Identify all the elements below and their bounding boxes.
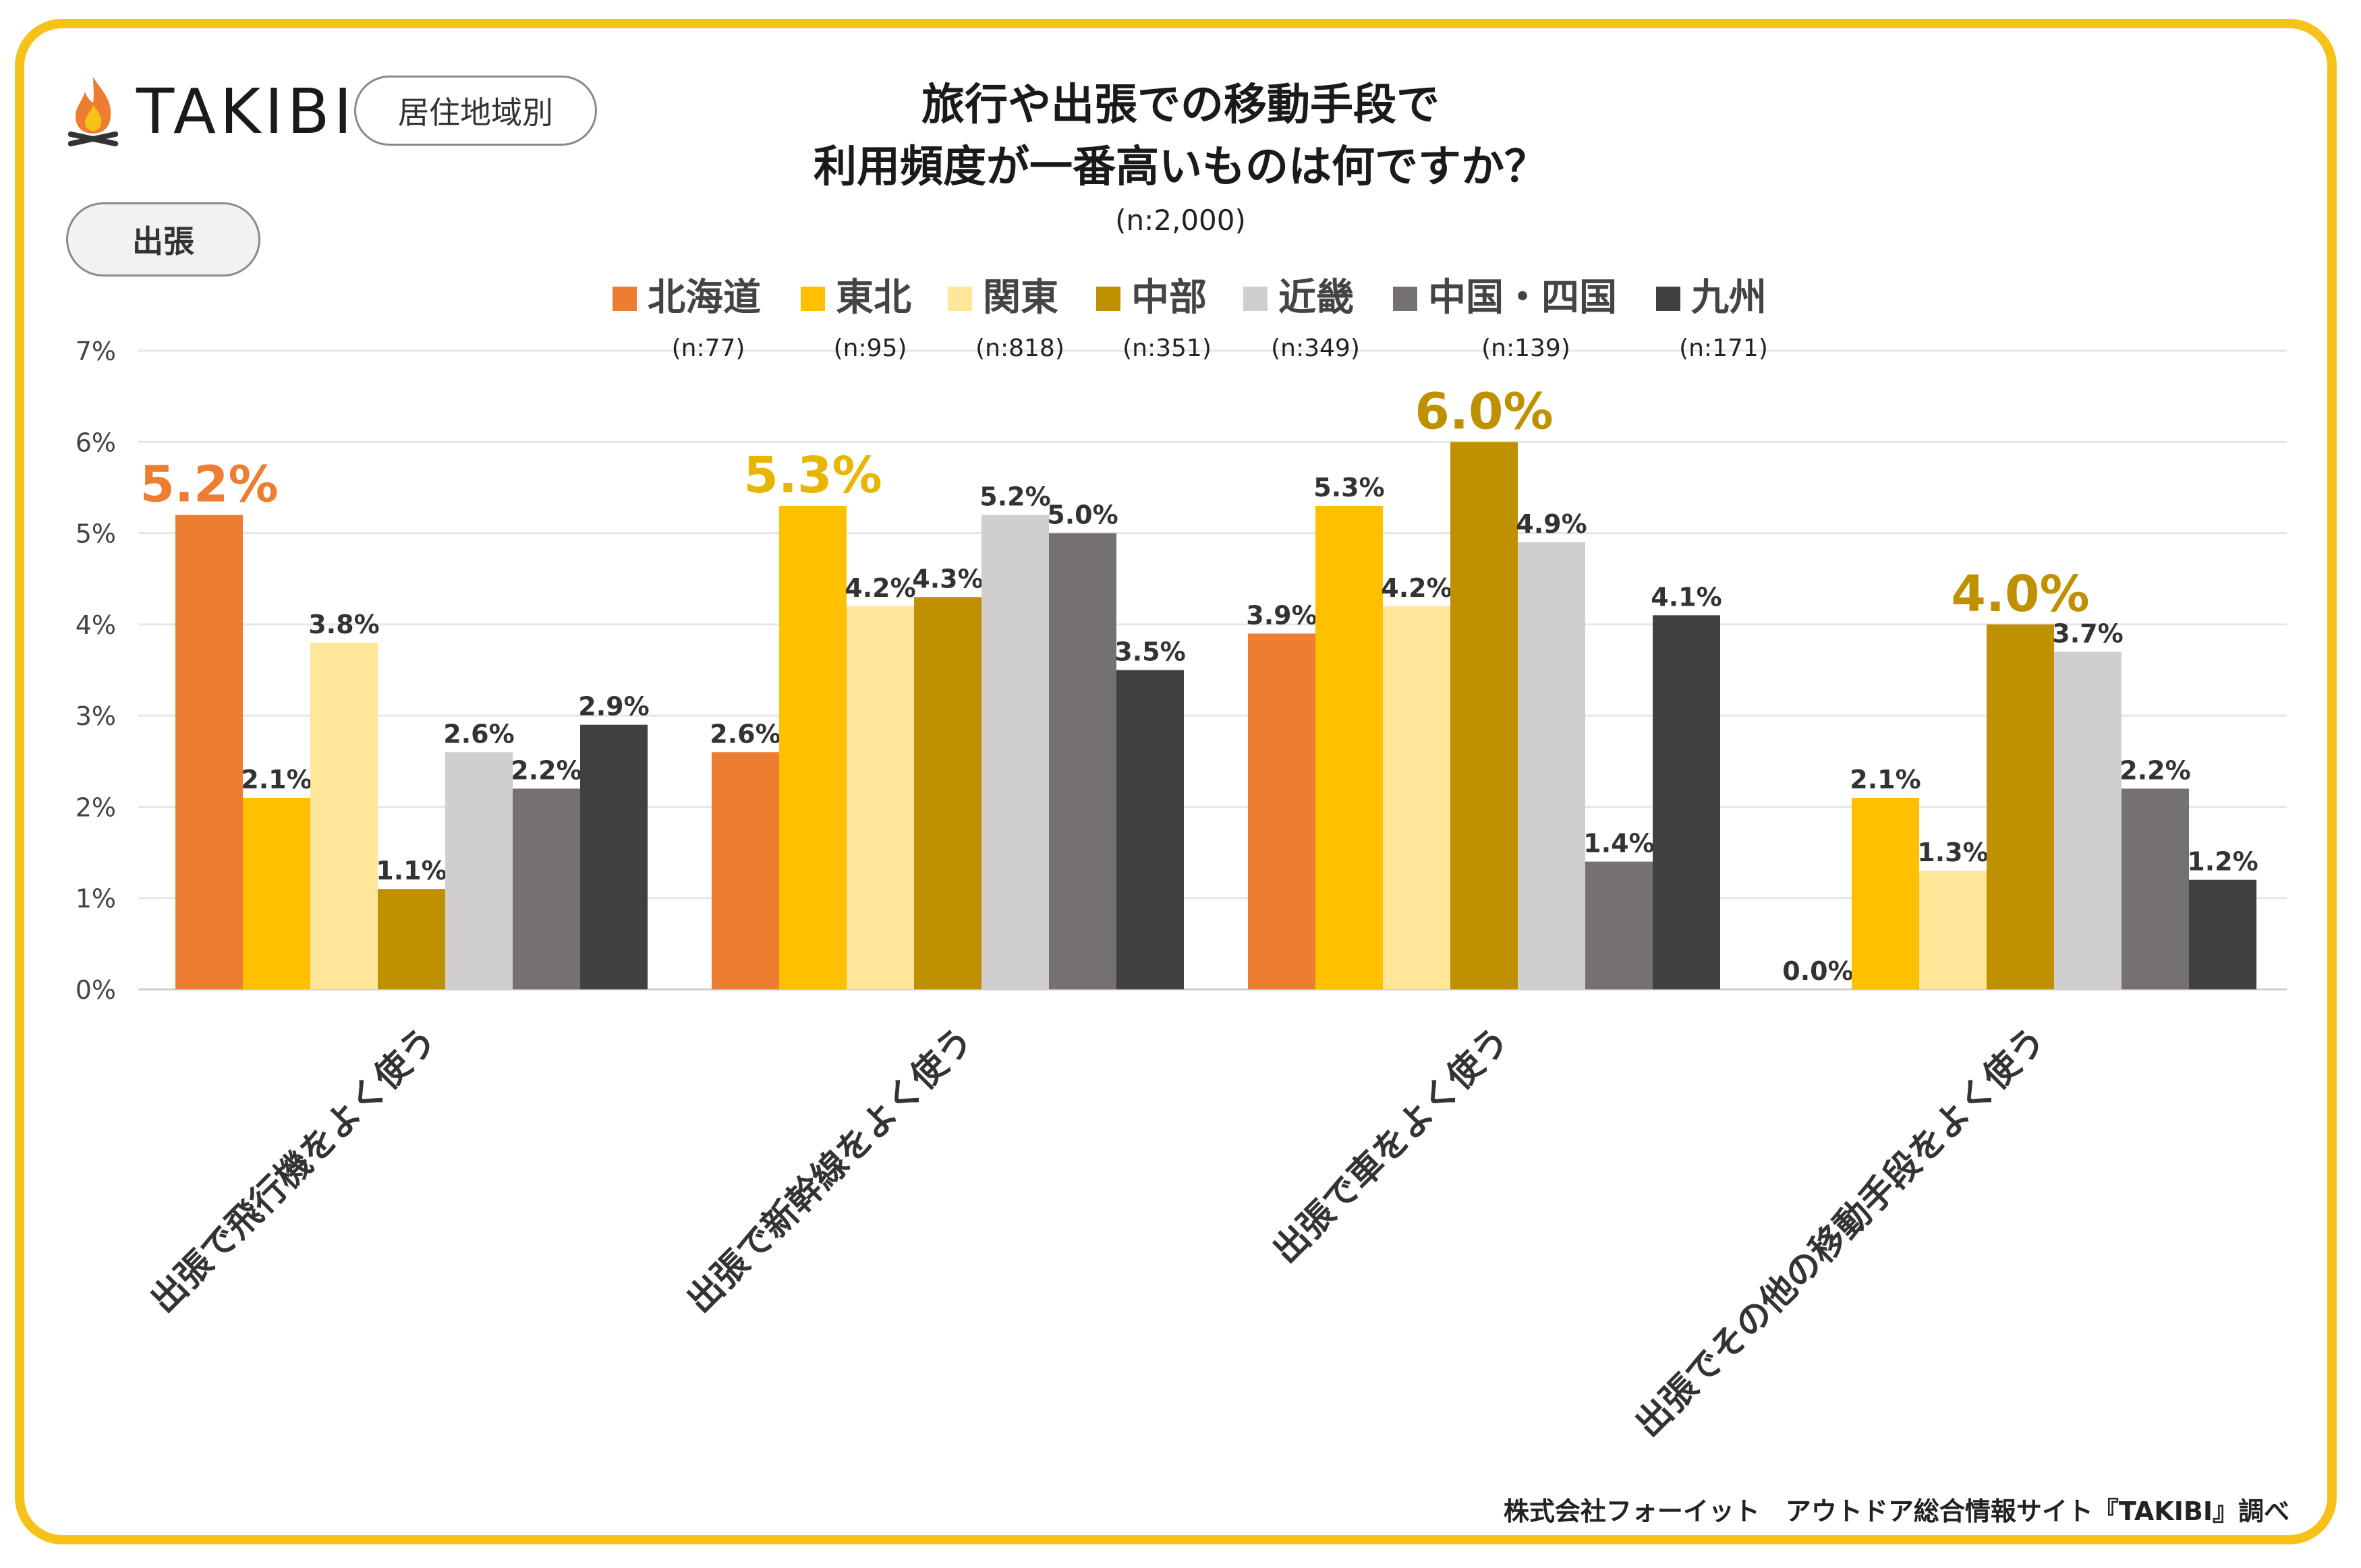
- data-label: 2.9%: [578, 692, 649, 722]
- legend-sample-size: (n:171): [1679, 335, 1768, 362]
- legend-label: 中国・四国: [1428, 276, 1617, 320]
- highlight-data-label: 5.2%: [140, 456, 278, 514]
- bar: [1987, 624, 2054, 989]
- brand-name: TAKIBI: [136, 75, 356, 148]
- y-tick-label: 4%: [76, 610, 116, 640]
- legend-swatch: [801, 287, 825, 311]
- legend-swatch: [1243, 287, 1268, 311]
- y-tick-label: 7%: [76, 337, 116, 366]
- bar: [1919, 871, 1987, 989]
- region-tag: 居住地域別: [354, 76, 597, 146]
- data-label: 1.2%: [2187, 847, 2258, 877]
- data-label: 1.1%: [376, 856, 447, 885]
- data-label: 4.1%: [1651, 582, 1722, 612]
- data-label: 4.9%: [1516, 509, 1587, 539]
- data-label: 5.3%: [1313, 473, 1384, 502]
- data-label: 0.0%: [1782, 956, 1853, 986]
- bar: [1248, 633, 1315, 989]
- bar: [1585, 861, 1653, 989]
- highlight-data-label: 5.3%: [743, 446, 882, 504]
- legend-sample-size: (n:349): [1271, 335, 1360, 362]
- data-label: 5.2%: [979, 482, 1050, 512]
- data-label: 2.2%: [511, 755, 581, 785]
- legend-sample-size: (n:95): [834, 335, 907, 362]
- data-label: 1.4%: [1583, 829, 1654, 859]
- bar: [1383, 606, 1450, 989]
- y-tick-label: 0%: [76, 975, 116, 1005]
- y-tick-label: 6%: [76, 428, 116, 457]
- legend-swatch: [1096, 287, 1120, 311]
- bar: [378, 889, 445, 989]
- legend-swatch: [1393, 287, 1417, 311]
- data-label: 3.7%: [2052, 618, 2123, 648]
- data-label: 4.2%: [845, 573, 915, 603]
- y-tick-label: 2%: [76, 792, 116, 822]
- legend-sample-size: (n:77): [672, 335, 745, 362]
- title-line-1: 旅行や出張での移動手段で: [921, 80, 1440, 130]
- bar: [445, 752, 513, 989]
- bar: [1450, 442, 1518, 989]
- data-label: 4.3%: [912, 564, 983, 593]
- x-category-label: 出張で新幹線をよく使う: [679, 1020, 981, 1321]
- highlight-data-label: 4.0%: [1951, 565, 2089, 623]
- bar: [847, 606, 914, 989]
- source-credit: 株式会社フォーイット アウトドア総合情報サイト『TAKIBI』調べ: [1503, 1497, 2289, 1526]
- brand-logo: TAKIBI: [62, 71, 356, 152]
- bar: [1653, 615, 1720, 989]
- bar: [580, 724, 648, 989]
- data-label: 2.6%: [710, 719, 780, 749]
- data-label: 1.3%: [1917, 838, 1988, 867]
- purpose-tag: 出張: [66, 202, 260, 277]
- bar: [243, 797, 310, 989]
- bar: [779, 505, 847, 989]
- bar: [914, 597, 982, 989]
- y-tick-label: 5%: [76, 519, 116, 549]
- legend-label: 関東: [983, 276, 1058, 320]
- bar: [982, 515, 1049, 989]
- legend-sample-size: (n:818): [975, 335, 1064, 362]
- data-label: 2.6%: [443, 719, 514, 749]
- bar: [175, 515, 243, 989]
- data-label: 5.0%: [1047, 500, 1118, 530]
- legend-swatch: [948, 287, 972, 311]
- data-label: 3.9%: [1246, 600, 1317, 630]
- x-category-label: 出張で飛行機をよく使う: [143, 1020, 445, 1321]
- highlight-data-label: 6.0%: [1415, 382, 1553, 440]
- x-category-label: 出張でその他の移動手段をよく使う: [1628, 1020, 2053, 1445]
- bar: [2122, 788, 2189, 989]
- data-label: 2.1%: [1850, 765, 1921, 794]
- bar: [2054, 651, 2122, 989]
- data-label: 2.1%: [241, 765, 312, 794]
- data-label: 2.2%: [2120, 755, 2190, 785]
- campfire-icon: [67, 77, 119, 147]
- bar: [310, 642, 378, 989]
- legend-sample-size: (n:139): [1481, 335, 1570, 362]
- bar: [1852, 797, 1919, 989]
- y-tick-label: 1%: [76, 884, 116, 914]
- bar: [1116, 670, 1184, 989]
- title-line-2: 利用頻度が一番高いものは何ですか？: [814, 142, 1547, 192]
- bar: [1518, 542, 1585, 989]
- bar: [712, 752, 779, 989]
- bar: [1315, 505, 1383, 989]
- legend-label: 東北: [836, 276, 911, 320]
- bar: [513, 788, 580, 989]
- bar: [2189, 879, 2256, 989]
- data-label: 3.8%: [308, 610, 379, 639]
- chart-title: 旅行や出張での移動手段で 利用頻度が一番高いものは何ですか？: [675, 74, 1686, 198]
- legend-label: 近畿: [1278, 276, 1354, 320]
- legend-label: 九州: [1691, 276, 1767, 320]
- legend-swatch: [613, 287, 637, 311]
- legend-sample-size: (n:351): [1122, 335, 1212, 362]
- legend-swatch: [1656, 287, 1680, 311]
- legend-label: 中部: [1131, 276, 1207, 320]
- sample-size: (n:2,000): [1115, 204, 1246, 237]
- data-label: 3.5%: [1114, 637, 1185, 667]
- bar: [1049, 533, 1116, 989]
- legend-label: 北海道: [648, 276, 761, 320]
- x-category-label: 出張で車をよく使う: [1265, 1020, 1517, 1271]
- y-tick-label: 3%: [76, 701, 116, 731]
- data-label: 4.2%: [1381, 573, 1452, 603]
